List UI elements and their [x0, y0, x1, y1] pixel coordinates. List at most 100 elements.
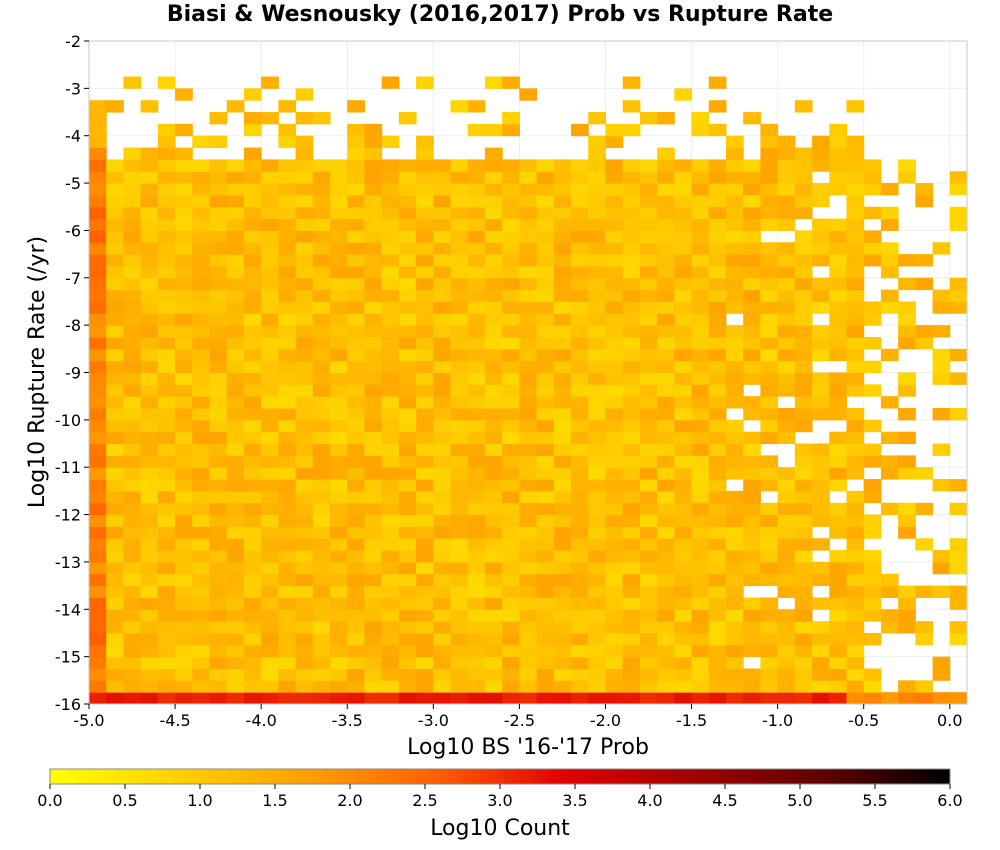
colorbar-tick-label: 5.5 [862, 791, 887, 810]
heatmap-cell [794, 265, 813, 279]
heatmap-cell [381, 301, 400, 314]
heatmap-cell [484, 218, 503, 231]
heatmap-cell [519, 490, 538, 504]
heatmap-cell [157, 171, 176, 184]
heatmap-cell [347, 668, 365, 681]
heatmap-cell [708, 230, 727, 243]
heatmap-cell [192, 325, 211, 338]
heatmap-cell [846, 194, 865, 208]
heatmap-cell [846, 218, 865, 231]
heatmap-cell [398, 514, 417, 527]
heatmap-cell [898, 408, 916, 421]
heatmap-cell [484, 230, 503, 243]
heatmap-cell [261, 479, 279, 492]
heatmap-cell [657, 396, 675, 409]
x-axis-title: Log10 BS '16-'17 Prob [407, 735, 649, 760]
heatmap-cell [192, 135, 211, 149]
heatmap-cell [278, 277, 297, 291]
heatmap-cell [605, 277, 624, 291]
heatmap-cell [226, 325, 245, 338]
heatmap-cell [829, 573, 847, 587]
heatmap-cell [794, 502, 813, 516]
heatmap-cell [777, 561, 796, 575]
heatmap-cell [553, 171, 572, 184]
colorbar-ticks: 0.0 0.5 1.0 1.5 2.0 2.5 3.0 3.5 4.0 4.5 5.0 5.5 6.0 [37, 784, 963, 810]
heatmap-cell [674, 467, 693, 480]
heatmap-cell [295, 502, 314, 516]
heatmap-cell [519, 419, 538, 433]
heatmap-cell [880, 348, 899, 362]
heatmap-cell [467, 644, 486, 658]
heatmap-cell [657, 289, 675, 302]
heatmap-cell [278, 372, 297, 385]
heatmap-cell [312, 431, 331, 445]
heatmap-cell [553, 313, 572, 326]
heatmap-cell [123, 443, 142, 456]
heatmap-cell [536, 372, 555, 385]
heatmap-cell [657, 632, 675, 646]
heatmap-cell [812, 396, 830, 409]
heatmap-cell [880, 218, 899, 231]
heatmap-cell [89, 561, 107, 575]
heatmap-cell [743, 526, 761, 539]
heatmap-cell [588, 372, 606, 385]
heatmap-cell [381, 419, 400, 433]
heatmap-cell [915, 467, 934, 480]
heatmap-cell [226, 561, 245, 575]
heatmap-cell [829, 348, 847, 362]
heatmap-cell [674, 408, 693, 421]
heatmap-cell [140, 479, 159, 492]
heatmap-cell [312, 408, 331, 421]
heatmap-cell [588, 680, 606, 693]
heatmap-cell [226, 372, 245, 385]
heatmap-cell [416, 348, 434, 362]
heatmap-cell [89, 479, 107, 492]
heatmap-cell [571, 502, 589, 516]
heatmap-cell [639, 206, 658, 220]
heatmap-cell [812, 597, 830, 610]
heatmap-cell [949, 218, 968, 231]
heatmap-cell [777, 502, 796, 516]
heatmap-cell [312, 313, 331, 326]
heatmap-cell [123, 597, 142, 610]
heatmap-cell [502, 218, 520, 231]
heatmap-cell [502, 455, 520, 468]
heatmap-cell [588, 112, 606, 125]
colorbar-tick-label: 1.0 [187, 791, 212, 810]
heatmap-cell [605, 301, 624, 314]
heatmap-cell [777, 668, 796, 681]
heatmap-cell [812, 467, 830, 480]
heatmap-cell [863, 550, 882, 563]
heatmap-cell [416, 289, 434, 302]
heatmap-cell [743, 254, 761, 267]
heatmap-cell [553, 408, 572, 421]
heatmap-cell [949, 206, 968, 220]
heatmap-cell [639, 585, 658, 598]
heatmap-cell [381, 656, 400, 669]
heatmap-cell [691, 218, 710, 231]
heatmap-cell [175, 301, 193, 314]
heatmap-cell [846, 692, 865, 705]
heatmap-cell [467, 313, 486, 326]
heatmap-cell [708, 668, 727, 681]
heatmap-cell [364, 336, 383, 350]
heatmap-cell [605, 396, 624, 409]
heatmap-cell [863, 573, 882, 587]
heatmap-cell [347, 479, 365, 492]
heatmap-cell [777, 680, 796, 693]
heatmap-cell [381, 336, 400, 350]
heatmap-cell [898, 621, 916, 634]
heatmap-cell [89, 644, 107, 658]
heatmap-cell [812, 183, 830, 196]
heatmap-cell [364, 277, 383, 291]
heatmap-cell [571, 277, 589, 291]
heatmap-cell [605, 325, 624, 338]
heatmap-cell [192, 313, 211, 326]
heatmap-cell [553, 254, 572, 267]
heatmap-cell [846, 490, 865, 504]
heatmap-cell [743, 408, 761, 421]
heatmap-cell [519, 479, 538, 492]
heatmap-cell [553, 230, 572, 243]
heatmap-cell [571, 419, 589, 433]
heatmap-cell [330, 230, 348, 243]
